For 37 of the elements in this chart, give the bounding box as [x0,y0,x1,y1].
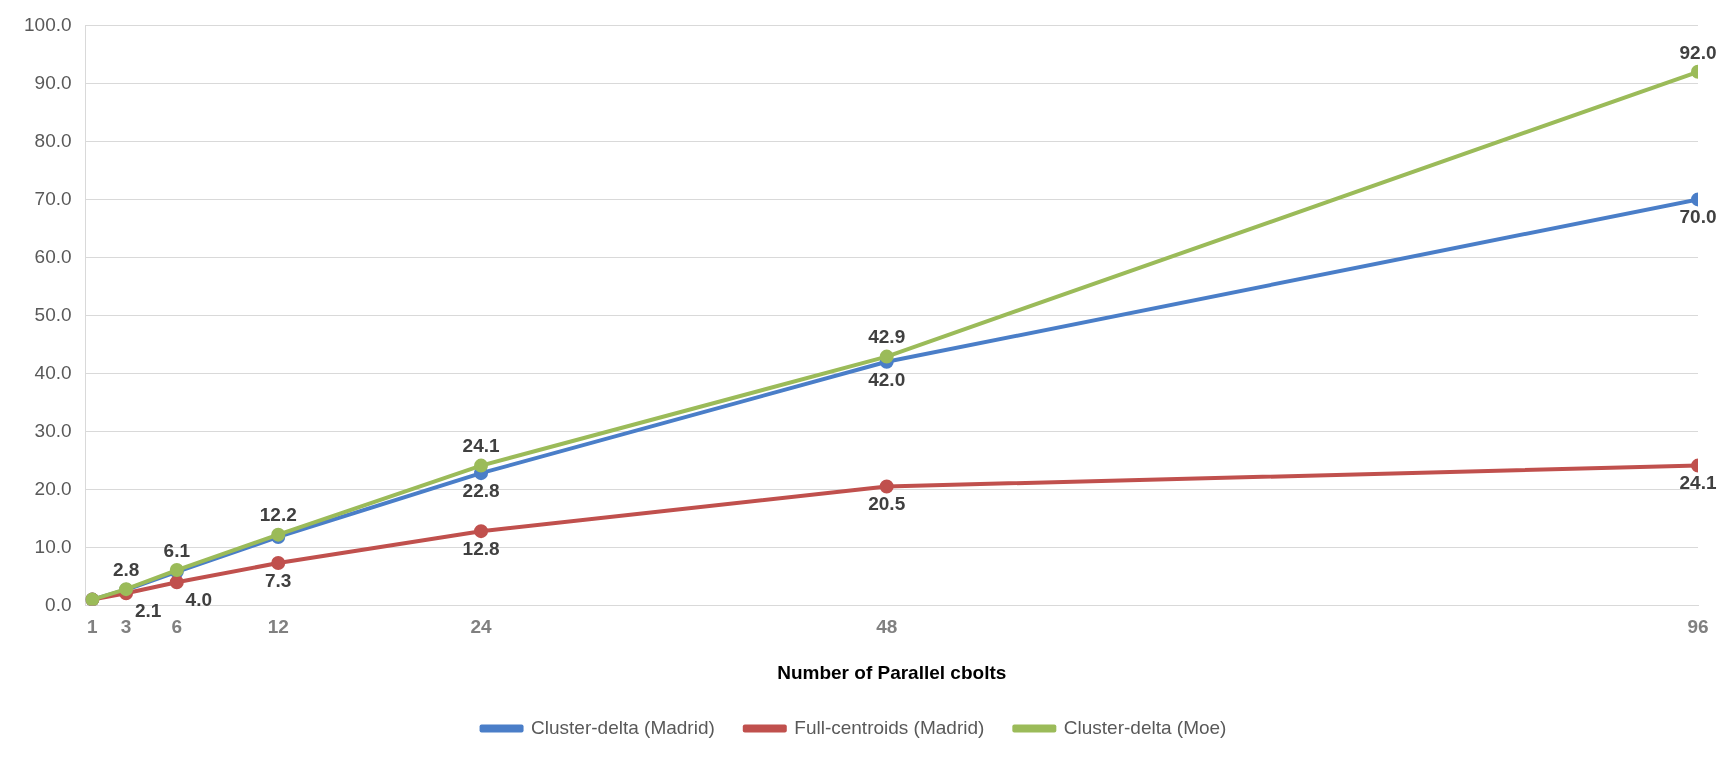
x-tick-label: 12 [267,616,289,638]
x-tick-label: 3 [120,616,132,638]
data-label: 2.1 [134,599,162,621]
x-tick-label: 1 [87,616,99,638]
data-label: 42.9 [868,326,906,348]
data-label: 7.3 [265,569,292,591]
y-tick-label: 0.0 [45,593,72,615]
data-label: 22.8 [462,479,500,501]
data-label: 42.0 [868,368,906,390]
y-tick-label: 100.0 [24,13,72,35]
y-tick-label: 70.0 [34,187,72,209]
x-tick-label: 96 [1687,616,1709,638]
x-tick-label: 24 [470,616,493,638]
y-tick-label: 40.0 [34,361,72,383]
data-label: 24.1 [1679,472,1717,494]
y-tick-label: 20.0 [34,477,72,499]
data-label: 4.0 [185,588,213,610]
y-tick-label: 10.0 [34,535,72,557]
y-tick-label: 60.0 [34,245,72,267]
data-label: 20.5 [868,493,906,515]
data-label: 6.1 [163,539,191,561]
x-tick-label: 48 [876,616,898,638]
y-tick-label: 50.0 [34,303,72,325]
data-label: 70.0 [1679,206,1717,228]
data-label: 24.1 [462,435,500,457]
legend-label: Cluster-delta (Madrid) [531,716,715,738]
data-label: 12.2 [259,504,297,526]
data-label: 2.8 [112,558,140,580]
x-axis-title: Number of Parallel cbolts [777,661,1007,683]
data-label: 12.8 [462,537,500,559]
data-label: 92.0 [1679,41,1717,63]
y-tick-label: 30.0 [34,419,72,441]
y-tick-label: 80.0 [34,129,72,151]
legend-label: Full-centroids (Madrid) [794,716,985,738]
x-tick-label: 6 [171,616,183,638]
legend-label: Cluster-delta (Moe) [1063,716,1227,738]
y-tick-label: 90.0 [34,71,72,93]
